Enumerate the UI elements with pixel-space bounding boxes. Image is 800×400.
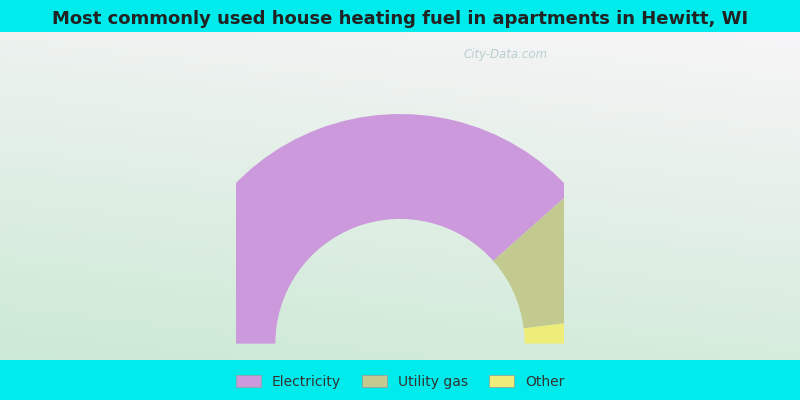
Wedge shape <box>494 191 628 328</box>
Legend: Electricity, Utility gas, Other: Electricity, Utility gas, Other <box>230 369 570 394</box>
Text: Most commonly used house heating fuel in apartments in Hewitt, WI: Most commonly used house heating fuel in… <box>52 10 748 28</box>
Wedge shape <box>170 114 572 344</box>
Text: City-Data.com: City-Data.com <box>463 48 547 62</box>
Wedge shape <box>524 316 630 344</box>
